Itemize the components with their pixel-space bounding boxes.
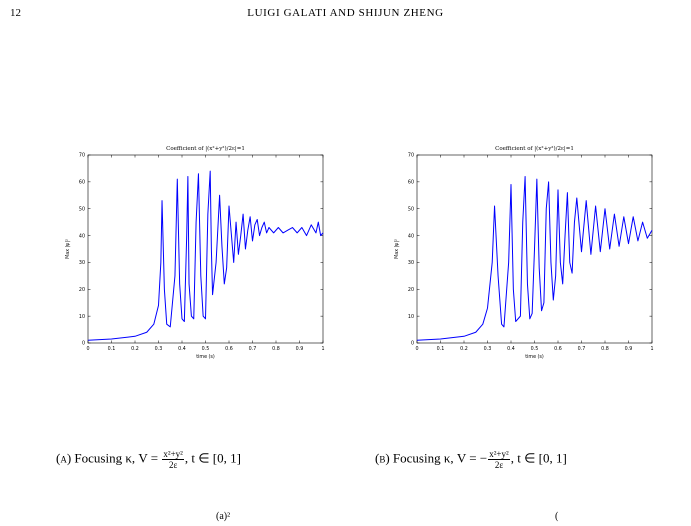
line-chart-a: Coefficient of |(x²+y²)/2ε|=1 0 0.1 0.2 0.3 0… bbox=[65, 145, 325, 360]
chart-b-x-tick-label: 0.5 bbox=[531, 346, 539, 352]
chart-a-x-tick-label: 0.5 bbox=[202, 346, 210, 352]
chart-a-x-tick-label: 1 bbox=[321, 346, 324, 352]
chart-b-y-tick-label: 20 bbox=[408, 287, 414, 293]
running-head: LUIGI GALATI AND SHIJUN ZHENG bbox=[247, 7, 444, 19]
chart-b-y-tick-label: 10 bbox=[408, 314, 414, 320]
chart-b-x-tick-label: 0.1 bbox=[437, 346, 445, 352]
chart-a-series-line-0 bbox=[87, 170, 324, 341]
caption-a: (a) Focusing κ, V = x²+y² 2ε, t ∈ [0, 1] bbox=[56, 449, 241, 470]
chart-a-x-axis-label: time (s) bbox=[196, 354, 215, 360]
caption-a-fraction: x²+y² 2ε bbox=[162, 449, 184, 470]
chart-b-x-tick-label: 1 bbox=[650, 346, 653, 352]
chart-a-x-tick-label: 0.8 bbox=[272, 346, 280, 352]
chart-b-x-tick-label: 0.9 bbox=[625, 346, 633, 352]
bottom-cut-text-a: (a)² bbox=[216, 511, 231, 522]
figure-a: Coefficient of |(x²+y²)/2ε|=1 0 0.1 0.2 0.3 0… bbox=[60, 140, 330, 380]
chart-b-x-tick-label: 0.8 bbox=[601, 346, 609, 352]
caption-a-label: (a) bbox=[56, 450, 72, 466]
chart-a-x-tick-label: 0 bbox=[86, 346, 89, 352]
chart-a-y-tick-label: 30 bbox=[79, 260, 85, 266]
figure-b: Coefficient of |(x²+y²)/2ε|=1 0 0.1 0.2 0.3 0… bbox=[389, 140, 659, 380]
caption-a-fraction-num: x²+y² bbox=[162, 449, 184, 460]
caption-a-text-after: , t ∈ [0, 1] bbox=[184, 450, 241, 466]
chart-b-y-tick-label: 40 bbox=[408, 233, 414, 239]
chart-a-y-tick-label: 50 bbox=[79, 206, 85, 212]
chart-a-x-tick-label: 0.6 bbox=[225, 346, 233, 352]
caption-b: (b) Focusing κ, V = − x²+y² 2ε, t ∈ [0, 1] bbox=[375, 449, 567, 470]
chart-b-y-axis-label: Max |ψ|² bbox=[394, 239, 400, 259]
chart-a-y-tick-label: 40 bbox=[79, 233, 85, 239]
chart-a-y-axis-label: Max |ψ|² bbox=[65, 239, 71, 259]
chart-a-x-tick-label: 0.7 bbox=[249, 346, 257, 352]
chart-b-y-tick-label: 30 bbox=[408, 260, 414, 266]
chart-a-y-tick-label: 70 bbox=[79, 153, 85, 159]
chart-b-y-tick-label: 50 bbox=[408, 206, 414, 212]
chart-a-y-tick-label: 20 bbox=[79, 287, 85, 293]
chart-b-y-tick-label: 60 bbox=[408, 180, 414, 186]
chart-b-series-line-0 bbox=[416, 175, 653, 341]
chart-b-x-tick-label: 0.3 bbox=[484, 346, 492, 352]
caption-a-fraction-den: 2ε bbox=[168, 460, 178, 470]
chart-b-x-tick-label: 0.6 bbox=[554, 346, 562, 352]
chart-b-y-tick-label: 0 bbox=[411, 341, 414, 347]
line-chart-b: Coefficient of |(x²+y²)/2ε|=1 0 0.1 0.2 0.3 0… bbox=[394, 145, 654, 360]
page-number: 12 bbox=[10, 7, 21, 19]
caption-b-fraction-den: 2ε bbox=[494, 460, 504, 470]
caption-b-text-after: , t ∈ [0, 1] bbox=[510, 450, 567, 466]
chart-a-y-tick-label: 0 bbox=[82, 341, 85, 347]
chart-b-title: Coefficient of |(x²+y²)/2ε|=1 bbox=[495, 145, 574, 152]
chart-a-x-tick-label: 0.1 bbox=[108, 346, 116, 352]
caption-b-text-before: Focusing κ, V = − bbox=[392, 450, 488, 466]
chart-b-x-tick-label: 0.2 bbox=[460, 346, 468, 352]
chart-a-x-tick-label: 0.9 bbox=[296, 346, 304, 352]
chart-a-x-tick-label: 0.3 bbox=[155, 346, 163, 352]
chart-a-x-tick-label: 0.2 bbox=[131, 346, 139, 352]
chart-a-y-tick-label: 60 bbox=[79, 180, 85, 186]
chart-a-x-tick-label: 0.4 bbox=[178, 346, 186, 352]
chart-b-y-tick-label: 70 bbox=[408, 153, 414, 159]
chart-b-x-axis-label: time (s) bbox=[525, 354, 544, 360]
caption-b-label: (b) bbox=[375, 450, 390, 466]
caption-a-text-before: Focusing κ, V = bbox=[74, 450, 162, 466]
chart-b-x-tick-label: 0 bbox=[415, 346, 418, 352]
caption-b-fraction-num: x²+y² bbox=[488, 449, 510, 460]
bottom-cut-text-b: ( bbox=[555, 511, 559, 522]
caption-b-fraction: x²+y² 2ε bbox=[488, 449, 510, 470]
chart-a-title: Coefficient of |(x²+y²)/2ε|=1 bbox=[166, 145, 245, 152]
chart-a-y-tick-label: 10 bbox=[79, 314, 85, 320]
chart-b-x-tick-label: 0.7 bbox=[578, 346, 586, 352]
chart-b-x-tick-label: 0.4 bbox=[507, 346, 515, 352]
